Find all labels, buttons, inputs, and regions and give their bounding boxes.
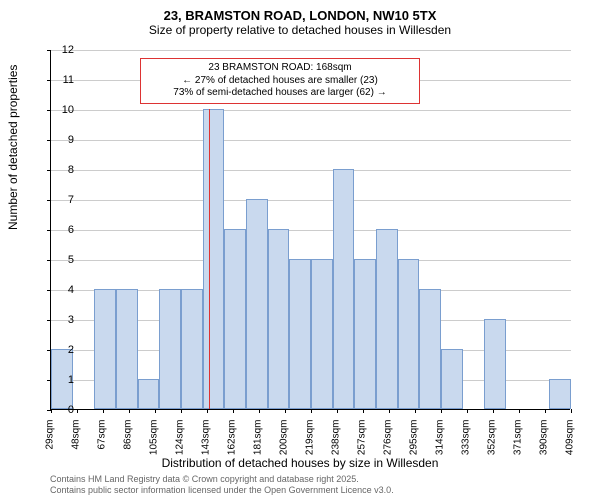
footer-line2: Contains public sector information licen…: [50, 485, 394, 496]
ytick-label: 12: [54, 44, 74, 56]
ytick-label: 8: [54, 164, 74, 176]
histogram-bar: [354, 259, 376, 409]
xtick-mark: [415, 409, 416, 413]
xtick-mark: [285, 409, 286, 413]
ytick-mark: [47, 260, 51, 261]
xtick-mark: [311, 409, 312, 413]
xtick-mark: [181, 409, 182, 413]
xtick-mark: [51, 409, 52, 413]
xtick-mark: [233, 409, 234, 413]
histogram-bar: [94, 289, 116, 409]
ytick-mark: [47, 380, 51, 381]
ytick-label: 5: [54, 254, 74, 266]
ytick-label: 4: [54, 284, 74, 296]
xtick-mark: [545, 409, 546, 413]
y-axis-label: Number of detached properties: [6, 65, 20, 230]
ytick-mark: [47, 350, 51, 351]
gridline: [51, 140, 571, 141]
xtick-mark: [519, 409, 520, 413]
chart-area: 23 BRAMSTON ROAD: 168sqm ← 27% of detach…: [50, 50, 570, 410]
annotation-box: 23 BRAMSTON ROAD: 168sqm ← 27% of detach…: [140, 58, 420, 104]
histogram-bar: [419, 289, 441, 409]
histogram-bar: [398, 259, 420, 409]
xtick-mark: [129, 409, 130, 413]
ytick-label: 2: [54, 344, 74, 356]
chart-container: 23, BRAMSTON ROAD, LONDON, NW10 5TX Size…: [0, 0, 600, 500]
gridline: [51, 170, 571, 171]
histogram-bar: [441, 349, 463, 409]
ytick-label: 9: [54, 134, 74, 146]
marker-line: [209, 109, 210, 409]
gridline: [51, 50, 571, 51]
gridline: [51, 110, 571, 111]
histogram-bar: [268, 229, 290, 409]
xtick-mark: [389, 409, 390, 413]
plot-area: [50, 50, 570, 410]
xtick-mark: [467, 409, 468, 413]
histogram-bar: [181, 289, 203, 409]
ytick-label: 11: [54, 74, 74, 86]
histogram-bar: [203, 109, 225, 409]
xtick-mark: [259, 409, 260, 413]
ytick-mark: [47, 80, 51, 81]
ytick-mark: [47, 410, 51, 411]
footer: Contains HM Land Registry data © Crown c…: [50, 474, 394, 496]
title-line2: Size of property relative to detached ho…: [0, 23, 600, 37]
ytick-label: 7: [54, 194, 74, 206]
ytick-label: 0: [54, 404, 74, 416]
xtick-mark: [103, 409, 104, 413]
title-block: 23, BRAMSTON ROAD, LONDON, NW10 5TX Size…: [0, 0, 600, 37]
histogram-bar: [311, 259, 333, 409]
xtick-mark: [155, 409, 156, 413]
histogram-bar: [484, 319, 506, 409]
xtick-mark: [77, 409, 78, 413]
ytick-mark: [47, 140, 51, 141]
histogram-bar: [138, 379, 160, 409]
ytick-label: 10: [54, 104, 74, 116]
ytick-label: 3: [54, 314, 74, 326]
ytick-label: 1: [54, 374, 74, 386]
xtick-mark: [441, 409, 442, 413]
ytick-mark: [47, 50, 51, 51]
ytick-mark: [47, 170, 51, 171]
ytick-mark: [47, 230, 51, 231]
histogram-bar: [289, 259, 311, 409]
xtick-mark: [363, 409, 364, 413]
ytick-mark: [47, 290, 51, 291]
histogram-bar: [376, 229, 398, 409]
annotation-line1: 23 BRAMSTON ROAD: 168sqm: [147, 62, 413, 75]
annotation-line3: 73% of semi-detached houses are larger (…: [147, 87, 413, 100]
histogram-bar: [549, 379, 571, 409]
xtick-mark: [571, 409, 572, 413]
histogram-bar: [333, 169, 355, 409]
histogram-bar: [246, 199, 268, 409]
histogram-bar: [159, 289, 181, 409]
ytick-mark: [47, 320, 51, 321]
histogram-bar: [224, 229, 246, 409]
xtick-mark: [337, 409, 338, 413]
x-axis-label: Distribution of detached houses by size …: [0, 456, 600, 470]
title-line1: 23, BRAMSTON ROAD, LONDON, NW10 5TX: [0, 8, 600, 23]
gridline: [51, 200, 571, 201]
annotation-line2: ← 27% of detached houses are smaller (23…: [147, 75, 413, 88]
gridline: [51, 230, 571, 231]
ytick-mark: [47, 200, 51, 201]
ytick-label: 6: [54, 224, 74, 236]
footer-line1: Contains HM Land Registry data © Crown c…: [50, 474, 394, 485]
ytick-mark: [47, 110, 51, 111]
histogram-bar: [116, 289, 138, 409]
xtick-mark: [493, 409, 494, 413]
xtick-mark: [207, 409, 208, 413]
